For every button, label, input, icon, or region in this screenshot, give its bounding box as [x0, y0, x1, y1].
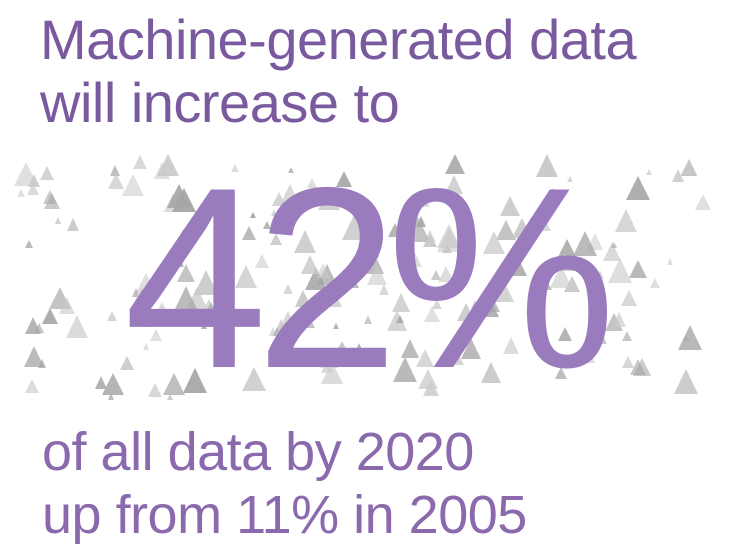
subline-1: of all data by 2020 [42, 423, 702, 481]
big-percentage: 42% [14, 154, 714, 402]
big-number-region: 42% [14, 154, 714, 402]
subline-2: up from 11% in 2005 [42, 486, 702, 544]
infographic-card: Machine-generated data will increase to … [30, 0, 710, 560]
headline-text: Machine-generated data will increase to [40, 8, 680, 134]
